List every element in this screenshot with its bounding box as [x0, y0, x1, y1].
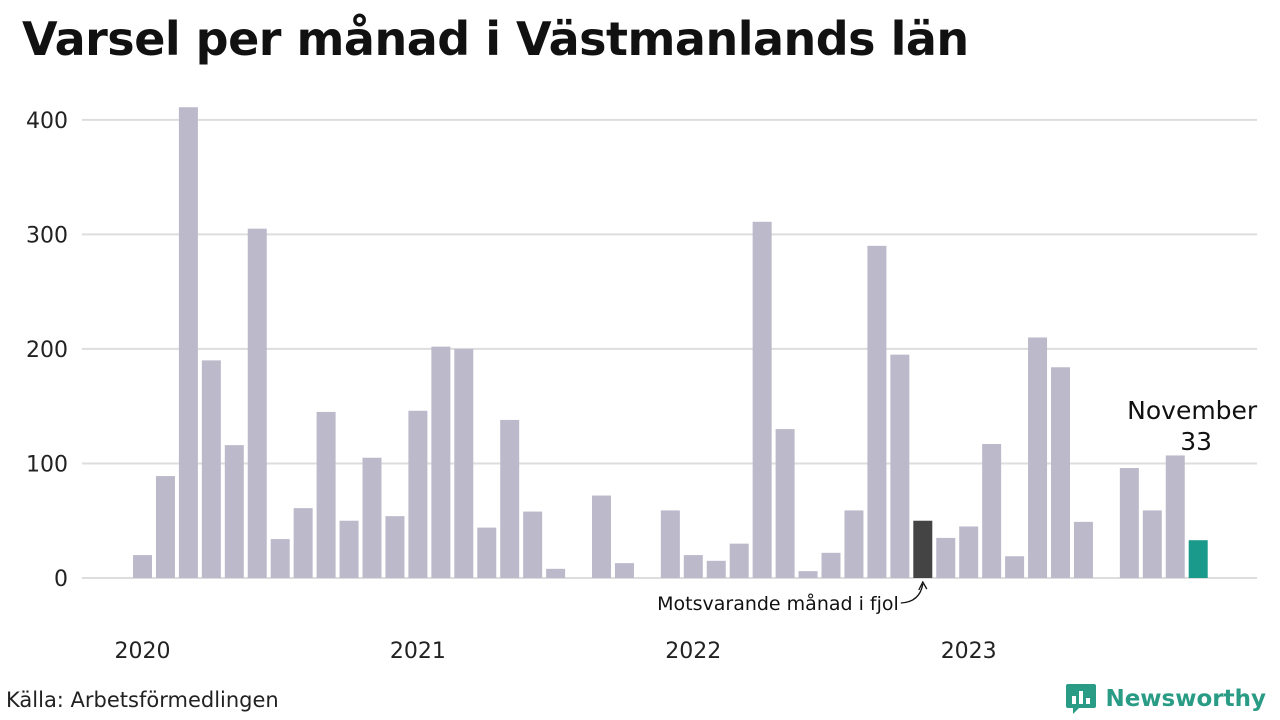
- bar-2023-10: [1165, 455, 1185, 578]
- bar-2021-03: [454, 348, 474, 578]
- bar-2020-06: [247, 228, 267, 578]
- bar-2023-02: [982, 443, 1002, 578]
- bar-2020-11: [362, 457, 382, 578]
- bar-2022-12: [936, 537, 956, 578]
- x-tick-label: 2022: [665, 639, 721, 664]
- bar-2021-01: [408, 410, 428, 578]
- y-axis-ticks: 0 100 200 300 400: [26, 109, 68, 592]
- previous-year-label: Motsvarande månad i fjol: [657, 592, 899, 615]
- bar-2022-11: [913, 520, 933, 578]
- current-month-label: November: [1127, 396, 1258, 425]
- bar-2021-09: [592, 495, 611, 578]
- bar-2021-02: [431, 346, 451, 578]
- bar-2020-09: [316, 411, 336, 578]
- x-tick-label: 2023: [941, 639, 997, 664]
- bar-2020-03: [178, 107, 198, 578]
- bar-2023-05: [1051, 367, 1070, 578]
- bar-2021-12: [660, 510, 680, 578]
- bar-2021-05: [500, 419, 520, 578]
- y-tick-label: 100: [26, 452, 68, 477]
- brand-logo: Newsworthy: [1065, 682, 1266, 716]
- bar-2023-06: [1073, 521, 1093, 578]
- brand-name: Newsworthy: [1105, 686, 1266, 712]
- bar-2021-07: [546, 568, 566, 578]
- arrow-head-icon: [918, 580, 928, 591]
- bar-2022-10: [890, 354, 910, 578]
- bar-2020-02: [155, 476, 175, 578]
- bar-2020-04: [201, 360, 221, 578]
- bar-2021-04: [477, 527, 497, 578]
- bars: [133, 107, 1208, 579]
- x-axis-ticks: 2020 2021 2022 2023: [115, 639, 997, 664]
- y-tick-label: 300: [26, 223, 68, 248]
- bar-2020-05: [224, 445, 244, 578]
- bar-2020-07: [270, 539, 290, 578]
- bar-2022-08: [844, 510, 864, 578]
- previous-year-arrow: [900, 583, 924, 604]
- y-tick-label: 200: [26, 338, 68, 363]
- bar-2020-08: [293, 508, 313, 578]
- bar-chart: 0 100 200 300 400 2020 2021 2022 2023 November3…: [26, 107, 1258, 664]
- bar-2023-03: [1005, 556, 1025, 578]
- bar-2022-03: [729, 543, 749, 578]
- bar-2021-10: [614, 563, 634, 578]
- bar-2022-04: [752, 221, 772, 579]
- bar-2023-08: [1119, 468, 1139, 578]
- bar-2023-11: [1188, 540, 1208, 578]
- bar-2023-04: [1028, 337, 1048, 578]
- chart-title: Varsel per månad i Västmanlands län: [22, 12, 969, 66]
- bar-2020-10: [339, 520, 359, 578]
- x-tick-label: 2021: [390, 639, 446, 664]
- bar-2022-09: [867, 245, 887, 579]
- bar-2022-06: [798, 571, 818, 578]
- bar-2023-01: [959, 526, 979, 578]
- bar-2022-01: [683, 555, 703, 578]
- bar-2022-05: [775, 429, 795, 578]
- source-note: Källa: Arbetsförmedlingen: [6, 688, 279, 712]
- bar-2021-06: [523, 511, 543, 578]
- bar-2023-09: [1142, 510, 1162, 578]
- current-month-value: 33: [1180, 427, 1212, 456]
- newsworthy-logo-icon: [1066, 684, 1097, 714]
- x-tick-label: 2020: [115, 639, 171, 664]
- bar-2020-12: [385, 516, 405, 578]
- y-tick-label: 400: [26, 109, 68, 134]
- bar-2020-01: [133, 555, 152, 578]
- y-tick-label: 0: [54, 567, 68, 592]
- bar-2022-02: [706, 560, 726, 578]
- bar-2022-07: [821, 552, 841, 578]
